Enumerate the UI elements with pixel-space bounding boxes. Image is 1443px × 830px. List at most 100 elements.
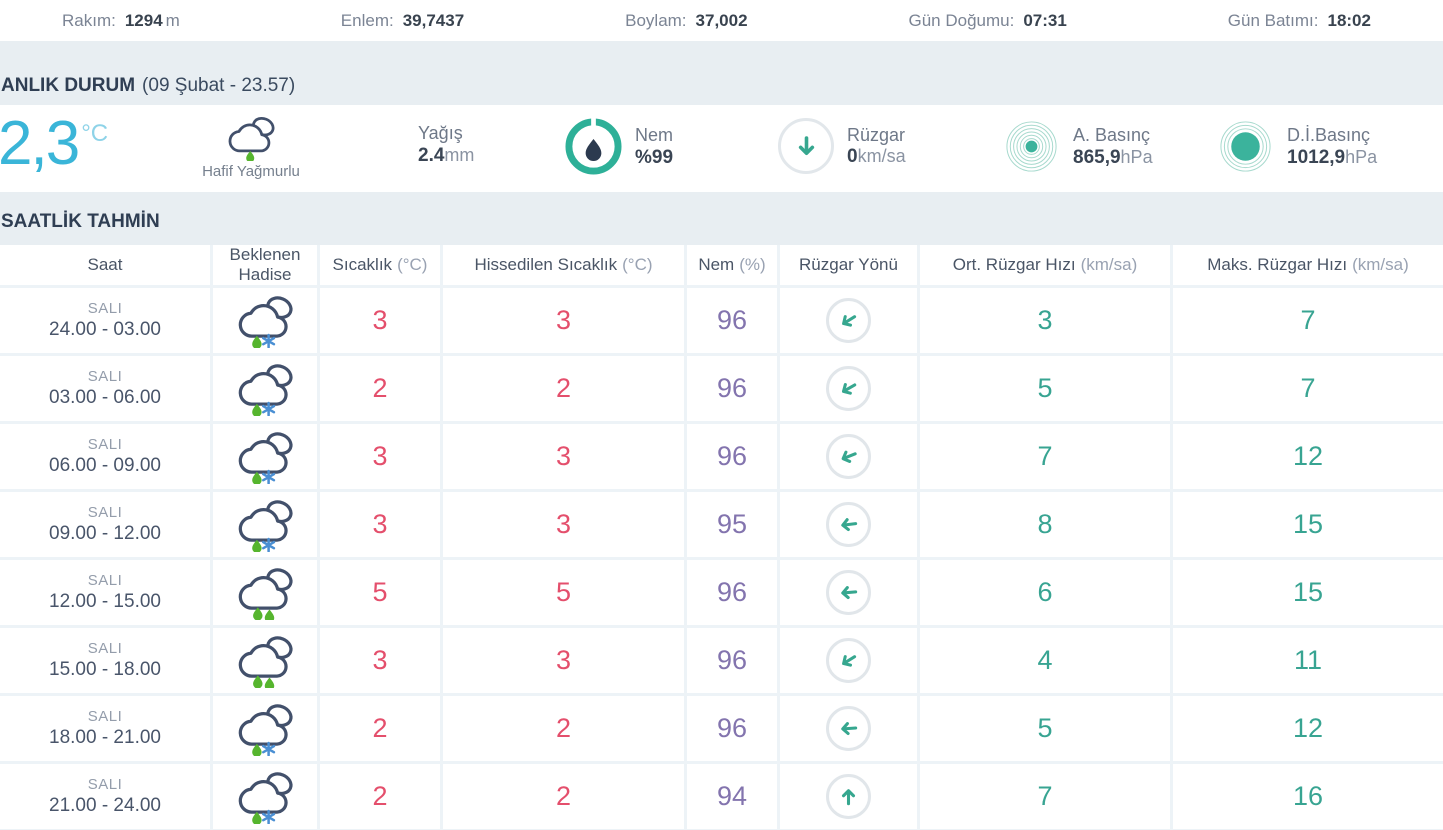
hour-range-cell: SALI 09.00 - 12.00 bbox=[0, 492, 210, 557]
cloud-sleet-icon bbox=[233, 702, 297, 756]
altitude-label: Rakım: bbox=[62, 10, 116, 30]
hourly-forecast-header: SAATLİK TAHMİN bbox=[0, 192, 1443, 245]
max-wind-speed-cell: 16 bbox=[1173, 764, 1443, 829]
temperature-cell: 3 bbox=[320, 492, 440, 557]
avg-wind-speed-cell: 7 bbox=[920, 764, 1170, 829]
cloud-sleet-icon bbox=[233, 430, 297, 484]
day-label: SALI bbox=[87, 504, 123, 521]
column-header-max-wind: Maks. Rüzgar Hızı (km/sa) bbox=[1173, 245, 1443, 285]
expected-event-cell bbox=[213, 764, 317, 829]
wind-direction-cell bbox=[780, 424, 917, 489]
wind-direction-arrow-icon bbox=[826, 366, 871, 411]
humidity-cell: 95 bbox=[687, 492, 777, 557]
current-temperature-unit: °C bbox=[81, 120, 109, 147]
avg-wind-speed-cell: 4 bbox=[920, 628, 1170, 693]
current-section-time: (09 Şubat - 23.57) bbox=[142, 75, 296, 96]
latitude-label: Enlem: bbox=[340, 10, 394, 30]
humidity-cell: 96 bbox=[687, 696, 777, 761]
temperature-cell: 2 bbox=[320, 696, 440, 761]
wind-direction-cell bbox=[780, 288, 917, 353]
longitude-value: 37,002 bbox=[695, 10, 748, 30]
station-pressure-icon bbox=[1003, 118, 1060, 175]
precipitation-label: Yağış bbox=[418, 123, 463, 143]
time-range-label: 06.00 - 09.00 bbox=[49, 455, 161, 476]
altitude-value: 1294 bbox=[124, 10, 163, 30]
day-label: SALI bbox=[87, 708, 123, 725]
time-range-label: 15.00 - 18.00 bbox=[49, 659, 161, 680]
feels-like-cell: 3 bbox=[443, 628, 684, 693]
humidity-cell: 96 bbox=[687, 288, 777, 353]
wind-direction-cell bbox=[780, 628, 917, 693]
sea-level-pressure-value: 1012,9 bbox=[1287, 146, 1346, 168]
expected-event-cell bbox=[213, 628, 317, 693]
sunrise-label: Gün Doğumu: bbox=[908, 10, 1015, 30]
longitude-item: Boylam: 37,002 bbox=[625, 11, 747, 31]
wind-direction-cell bbox=[780, 560, 917, 625]
time-range-label: 03.00 - 06.00 bbox=[49, 387, 161, 408]
column-header-wind-direction: Rüzgar Yönü bbox=[780, 245, 917, 285]
avg-wind-speed-cell: 7 bbox=[920, 424, 1170, 489]
precipitation-unit: mm bbox=[444, 144, 475, 165]
feels-like-cell: 2 bbox=[443, 696, 684, 761]
wind-direction-cell bbox=[780, 696, 917, 761]
humidity-metric: Nem %99 bbox=[565, 118, 673, 175]
feels-like-cell: 2 bbox=[443, 764, 684, 829]
max-wind-speed-cell: 7 bbox=[1173, 356, 1443, 421]
station-pressure-value: 865,9 bbox=[1073, 146, 1121, 168]
sunset-item: Gün Batımı: 18:02 bbox=[1228, 11, 1371, 31]
humidity-label: Nem bbox=[635, 125, 674, 146]
wind-direction-arrow-icon bbox=[826, 570, 871, 615]
humidity-gauge-icon bbox=[565, 118, 622, 175]
feels-like-cell: 3 bbox=[443, 288, 684, 353]
humidity-cell: 96 bbox=[687, 356, 777, 421]
current-section-title: ANLIK DURUM bbox=[1, 75, 136, 96]
time-range-label: 24.00 - 03.00 bbox=[49, 319, 161, 340]
wind-label: Rüzgar bbox=[847, 124, 906, 145]
temperature-cell: 3 bbox=[320, 288, 440, 353]
hour-range-cell: SALI 18.00 - 21.00 bbox=[0, 696, 210, 761]
cloud-sleet-icon bbox=[233, 362, 297, 416]
wind-direction-cell bbox=[780, 492, 917, 557]
humidity-cell: 96 bbox=[687, 424, 777, 489]
column-header-avg-wind: Ort. Rüzgar Hızı (km/sa) bbox=[920, 245, 1170, 285]
current-condition: Hafif Yağmurlu bbox=[190, 115, 312, 180]
column-header-temperature: Sıcaklık (°C) bbox=[320, 245, 440, 285]
day-label: SALI bbox=[87, 300, 123, 317]
column-header-feels-like: Hissedilen Sıcaklık (°C) bbox=[443, 245, 684, 285]
time-range-label: 21.00 - 24.00 bbox=[49, 795, 161, 816]
avg-wind-speed-cell: 5 bbox=[920, 356, 1170, 421]
day-label: SALI bbox=[87, 572, 123, 589]
temperature-cell: 2 bbox=[320, 764, 440, 829]
avg-wind-speed-cell: 8 bbox=[920, 492, 1170, 557]
humidity-value: %99 bbox=[635, 146, 674, 168]
humidity-cell: 96 bbox=[687, 628, 777, 693]
latitude-value: 39,7437 bbox=[402, 10, 465, 30]
max-wind-speed-cell: 12 bbox=[1173, 424, 1443, 489]
time-range-label: 18.00 - 21.00 bbox=[49, 727, 161, 748]
time-range-label: 12.00 - 15.00 bbox=[49, 591, 161, 612]
day-label: SALI bbox=[87, 776, 123, 793]
wind-metric: Rüzgar 0km/sa bbox=[778, 118, 906, 174]
latitude-item: Enlem: 39,7437 bbox=[341, 11, 464, 31]
column-header-expected-event: Beklenen Hadise bbox=[213, 245, 317, 285]
avg-wind-speed-cell: 5 bbox=[920, 696, 1170, 761]
wind-direction-arrow-icon bbox=[826, 434, 871, 479]
temperature-cell: 2 bbox=[320, 356, 440, 421]
cloud-light-rain-icon bbox=[190, 115, 312, 161]
sea-level-pressure-icon bbox=[1217, 118, 1274, 175]
wind-direction-arrow-icon bbox=[826, 706, 871, 751]
column-header-humidity: Nem (%) bbox=[687, 245, 777, 285]
time-range-label: 09.00 - 12.00 bbox=[49, 523, 161, 544]
expected-event-cell bbox=[213, 696, 317, 761]
max-wind-speed-cell: 15 bbox=[1173, 560, 1443, 625]
hourly-forecast-table: Saat Beklenen Hadise Sıcaklık (°C) Hissed… bbox=[0, 245, 1443, 829]
sunset-label: Gün Batımı: bbox=[1227, 10, 1319, 30]
temperature-cell: 3 bbox=[320, 628, 440, 693]
current-condition-label: Hafif Yağmurlu bbox=[202, 163, 300, 180]
avg-wind-speed-cell: 6 bbox=[920, 560, 1170, 625]
hour-range-cell: SALI 21.00 - 24.00 bbox=[0, 764, 210, 829]
wind-value: 0 bbox=[847, 146, 858, 168]
hour-range-cell: SALI 12.00 - 15.00 bbox=[0, 560, 210, 625]
temperature-cell: 5 bbox=[320, 560, 440, 625]
cloud-rain-icon bbox=[233, 634, 297, 688]
